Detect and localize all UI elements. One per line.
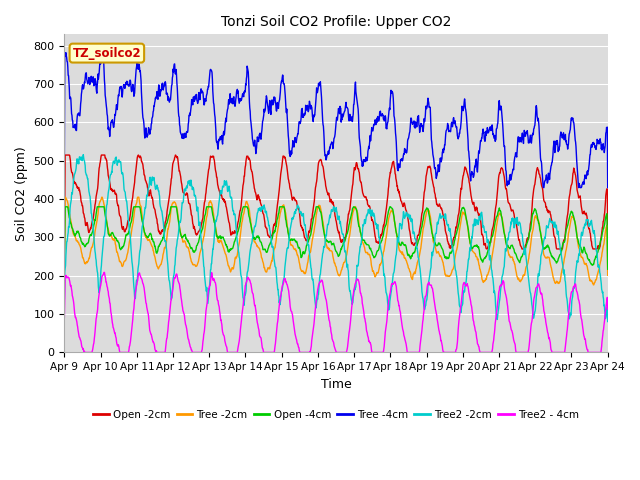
Legend: Open -2cm, Tree -2cm, Open -4cm, Tree -4cm, Tree2 -2cm, Tree2 - 4cm: Open -2cm, Tree -2cm, Open -4cm, Tree -4…	[89, 405, 583, 424]
Title: Tonzi Soil CO2 Profile: Upper CO2: Tonzi Soil CO2 Profile: Upper CO2	[221, 15, 451, 29]
Text: TZ_soilco2: TZ_soilco2	[72, 47, 141, 60]
Y-axis label: Soil CO2 (ppm): Soil CO2 (ppm)	[15, 146, 28, 241]
X-axis label: Time: Time	[321, 378, 351, 391]
